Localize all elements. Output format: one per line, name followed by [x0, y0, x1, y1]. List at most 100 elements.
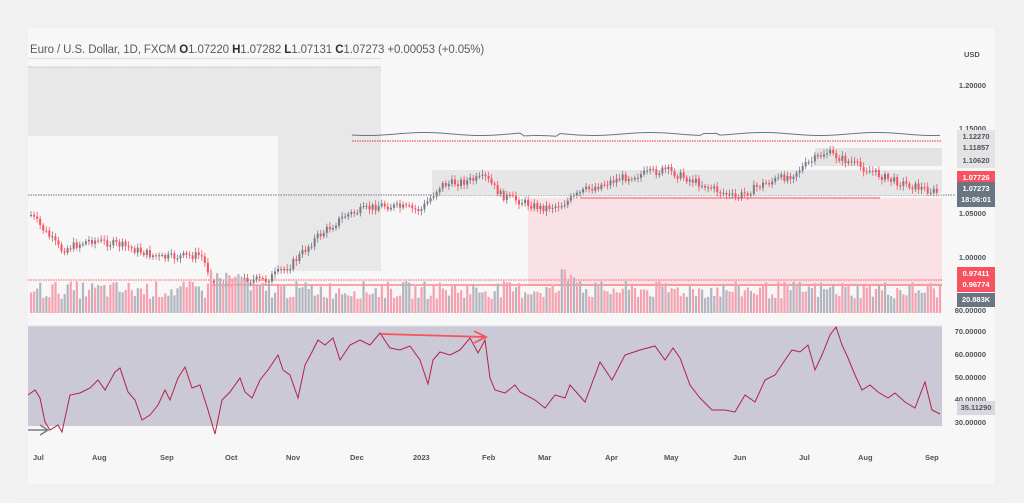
volume-bar [155, 281, 158, 313]
symbol-header: Euro / U.S. Dollar, 1D, FXCM O1.07220 H1… [30, 44, 484, 56]
volume-bar [649, 296, 652, 313]
candle-body [133, 248, 136, 253]
volume-bar [603, 290, 606, 313]
volume-bar [396, 296, 399, 313]
volume-bar [682, 293, 685, 313]
volume-bar [499, 297, 502, 313]
volume-bar [807, 286, 810, 313]
candle-body [603, 184, 606, 186]
volume-bar [240, 278, 243, 313]
candle-body [566, 200, 569, 206]
volume-bar [441, 288, 444, 313]
volume-bar [908, 284, 911, 313]
volume-bar [191, 281, 194, 313]
candle-body [774, 178, 777, 182]
volume-bar [832, 285, 835, 313]
volume-bar [640, 289, 643, 313]
volume-bar [560, 269, 563, 313]
price-tick: 1.20000 [958, 81, 986, 90]
volume-bar [365, 292, 368, 313]
candle-body [701, 185, 703, 187]
candle-body [850, 161, 853, 163]
volume-bar [493, 291, 496, 313]
volume-bar [100, 285, 103, 313]
candle-body [920, 187, 923, 190]
volume-bar [81, 282, 85, 313]
currency-label: USD [964, 50, 980, 59]
candle-body [341, 216, 344, 219]
volume-bar [203, 297, 207, 313]
time-tick: Nov [286, 453, 301, 462]
volume-bar [225, 272, 228, 313]
candle-body [155, 255, 158, 257]
candle-body [298, 254, 301, 262]
candle-body [636, 177, 639, 179]
candle-body [362, 206, 365, 208]
volume-bar [435, 298, 438, 313]
volume-bar [624, 281, 627, 313]
candle-body [450, 179, 453, 184]
volume-bar [874, 288, 878, 313]
candle-body [664, 167, 667, 170]
candle-body [274, 271, 276, 275]
candle-body [322, 232, 325, 237]
volume-bar [539, 293, 542, 313]
candle-body [124, 241, 127, 247]
volume-bar [173, 295, 176, 313]
indicator-line [351, 132, 941, 137]
time-tick: Sep [925, 453, 939, 462]
candle-body [100, 239, 103, 241]
volume-bar [261, 283, 264, 313]
rsi-current-tag: 35.11290 [957, 401, 995, 415]
candle-body [389, 207, 392, 210]
volume-bar [200, 290, 203, 313]
volume-bar [411, 298, 414, 313]
candle-body [185, 252, 188, 255]
candle-body [36, 216, 39, 219]
candle-body [588, 186, 591, 190]
volume-bar [508, 282, 512, 313]
candle-body [408, 205, 411, 207]
candle-body [472, 177, 475, 181]
volume-bar [496, 283, 499, 313]
candle-body [893, 177, 896, 182]
candle-body [752, 184, 755, 195]
candle-body [81, 243, 84, 245]
volume-bar [216, 273, 219, 313]
candle-body [496, 184, 499, 195]
candle-body [658, 173, 661, 175]
volume-bar [798, 282, 801, 313]
candle-body [826, 153, 829, 155]
volume-bar [176, 288, 179, 313]
price-tag: 0.97411 [957, 267, 995, 281]
volume-bar [457, 292, 460, 313]
candle-body [136, 247, 139, 253]
candle-body [557, 206, 560, 208]
volume-bar [579, 281, 582, 313]
candle-body [707, 187, 710, 189]
candle-body [350, 211, 353, 215]
supply-zone [28, 67, 381, 136]
candle-body [685, 177, 688, 182]
volume-bar [487, 296, 490, 313]
volume-bar [694, 296, 698, 313]
volume-bar [310, 285, 313, 313]
volume-bar [460, 290, 463, 313]
volume-bar [75, 281, 78, 313]
volume-bar [935, 297, 939, 313]
candle-body [865, 171, 868, 173]
volume-bar [316, 294, 319, 313]
volume-bar [914, 292, 917, 313]
volume-bar [621, 288, 624, 313]
candle-body [48, 230, 51, 237]
candle-body [890, 178, 893, 182]
candle-body [176, 258, 179, 260]
candle-body [615, 178, 618, 183]
volume-bar [771, 294, 774, 313]
candle-body [264, 278, 267, 282]
volume-bar [862, 285, 865, 313]
rsi-tick: 30.00000 [954, 418, 986, 427]
candle-body [530, 205, 533, 209]
volume-bar [679, 296, 682, 313]
